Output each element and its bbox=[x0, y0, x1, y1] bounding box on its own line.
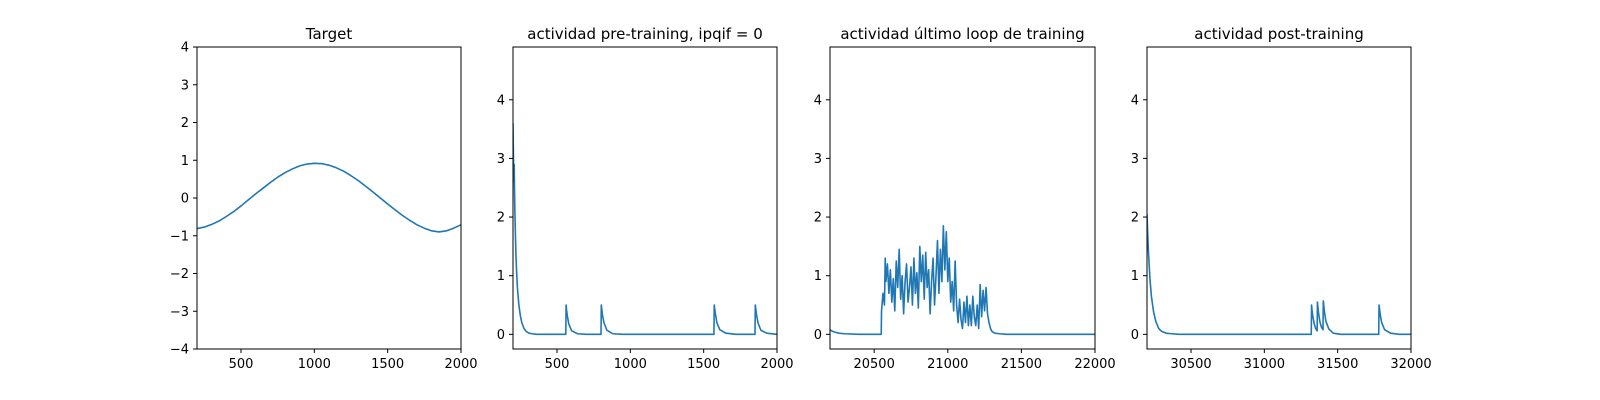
subplot-2: 500 1000 1500 2000 0 1 2 3 4 actividad pre-traini… bbox=[497, 25, 794, 372]
series-line-1-1 bbox=[197, 162, 461, 233]
y-tick-label: 4 bbox=[1131, 93, 1139, 108]
y-tick-label: 3 bbox=[814, 152, 822, 167]
x-tick-label: 2000 bbox=[760, 357, 793, 372]
series-line-2-1 bbox=[513, 123, 777, 336]
y-tick-label: 1 bbox=[497, 269, 505, 284]
x-tick-label: 1500 bbox=[371, 357, 404, 372]
x-tick-label: 30500 bbox=[1170, 357, 1211, 372]
y-tick-label: −4 bbox=[170, 343, 189, 358]
x-tick-label: 21000 bbox=[927, 357, 968, 372]
y-tick-label: −3 bbox=[170, 305, 189, 320]
axes-frame bbox=[1146, 46, 1412, 350]
y-tick-label: −1 bbox=[170, 229, 189, 244]
x-tick-label: 31500 bbox=[1317, 357, 1358, 372]
y-tick-label: 0 bbox=[814, 328, 822, 343]
x-tick-label: 20500 bbox=[853, 357, 894, 372]
x-tick-label: 1000 bbox=[614, 357, 647, 372]
x-tick-label: 31000 bbox=[1244, 357, 1285, 372]
x-tick-label: 1500 bbox=[687, 357, 720, 372]
subplot-title: actividad pre-training, ipqif = 0 bbox=[527, 25, 763, 43]
x-tick-label: 500 bbox=[229, 357, 254, 372]
x-tick-label: 500 bbox=[545, 357, 570, 372]
x-tick-label: 32000 bbox=[1390, 357, 1431, 372]
series-line-3-1 bbox=[830, 225, 1095, 336]
y-tick-label: 3 bbox=[497, 152, 505, 167]
y-tick-label: 1 bbox=[814, 269, 822, 284]
x-tick-label: 22000 bbox=[1074, 357, 1115, 372]
y-tick-label: 4 bbox=[181, 41, 189, 56]
x-tick-label: 21500 bbox=[1001, 357, 1042, 372]
y-tick-label: 0 bbox=[1131, 328, 1139, 343]
series-line-4-1 bbox=[1147, 214, 1411, 336]
subplot-3: 20500 21000 21500 22000 0 1 2 3 4 actividad últim… bbox=[814, 25, 1116, 372]
y-tick-label: 2 bbox=[814, 211, 822, 226]
axes-frame bbox=[512, 46, 778, 350]
subplot-title: actividad post-training bbox=[1194, 25, 1363, 43]
y-tick-label: 0 bbox=[497, 328, 505, 343]
y-tick-label: 4 bbox=[497, 93, 505, 108]
subplot-title: actividad último loop de training bbox=[840, 25, 1084, 43]
subplot-4: 30500 31000 31500 32000 0 1 2 3 4 actividad post-… bbox=[1131, 25, 1432, 372]
axes-frame bbox=[829, 46, 1096, 350]
y-tick-label: 1 bbox=[181, 154, 189, 169]
x-tick-label: 2000 bbox=[444, 357, 477, 372]
subplot-1: 500 1000 1500 2000 −4 −3 −2 −1 0 1 2 3 4 Target bbox=[170, 25, 478, 372]
y-tick-label: 2 bbox=[181, 116, 189, 131]
y-tick-label: 3 bbox=[181, 78, 189, 93]
y-tick-label: 3 bbox=[1131, 152, 1139, 167]
y-tick-label: 4 bbox=[814, 93, 822, 108]
y-tick-label: −2 bbox=[170, 267, 189, 282]
y-tick-label: 2 bbox=[497, 211, 505, 226]
x-tick-label: 1000 bbox=[298, 357, 331, 372]
y-tick-label: 0 bbox=[181, 192, 189, 207]
subplot-title: Target bbox=[305, 25, 353, 43]
axes-frame bbox=[196, 46, 462, 350]
y-tick-label: 1 bbox=[1131, 269, 1139, 284]
y-tick-label: 2 bbox=[1131, 211, 1139, 226]
